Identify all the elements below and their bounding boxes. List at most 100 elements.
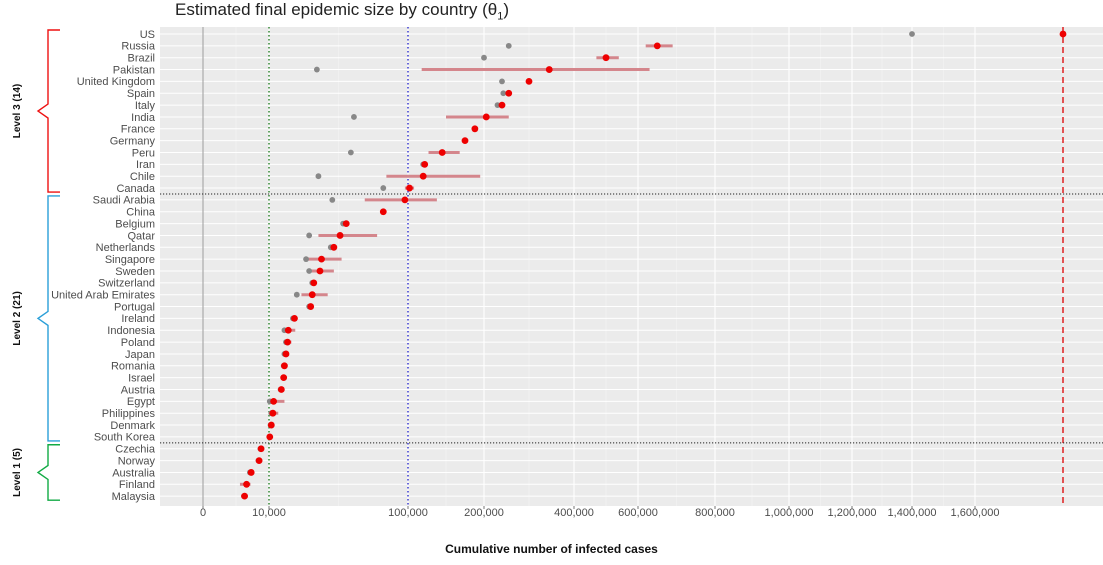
level-brace [38,196,60,441]
level-brace [38,30,60,192]
estimate-point [343,220,350,227]
estimate-point [266,434,273,441]
observed-point [481,55,487,61]
observed-point [348,150,354,156]
country-label: Peru [132,147,155,159]
country-label: Russia [121,41,156,53]
country-label: Netherlands [96,242,156,254]
observed-point [499,79,505,85]
estimate-point [439,149,446,156]
estimate-point [546,66,553,73]
estimate-point [483,114,490,121]
x-tick-label: 1,000,000 [765,507,814,519]
estimate-point [654,42,661,49]
level-label: Level 3 (14) [12,84,23,138]
country-label: Switzerland [98,278,155,290]
estimate-point [402,197,409,204]
observed-point [380,185,386,191]
x-tick-label: 400,000 [554,507,594,519]
country-label: France [121,124,155,136]
estimate-point [284,339,291,346]
country-label: Philippines [102,408,156,420]
estimate-point [471,125,478,132]
estimate-point [420,173,427,180]
country-label: Romania [111,361,156,373]
x-tick-label: 600,000 [618,507,658,519]
estimate-point [307,303,314,310]
x-tick-label: 10,000 [252,507,286,519]
country-label: Pakistan [113,64,155,76]
observed-point [351,114,357,120]
country-label: Spain [127,88,155,100]
country-label: Iran [136,159,155,171]
estimate-point [310,279,317,286]
level-label: Level 2 (21) [12,291,23,345]
country-label: Finland [119,479,155,491]
estimate-point [243,481,250,488]
country-label: Japan [125,349,155,361]
observed-point [306,268,312,274]
observed-point [316,173,322,179]
x-tick-label: 800,000 [695,507,735,519]
x-tick-label: 100,000 [388,507,428,519]
estimate-point [505,90,512,97]
estimate-point [309,291,316,298]
country-label: Malaysia [112,491,156,503]
observed-point [294,292,300,298]
observed-point [329,197,335,203]
estimate-point [380,208,387,215]
x-tick-label: 1,200,000 [828,507,877,519]
estimate-point [317,268,324,275]
estimate-point [406,185,413,192]
estimate-point [268,422,275,429]
country-label: India [131,112,156,124]
estimate-point [337,232,344,239]
country-label: Qatar [127,230,155,242]
country-label: Canada [116,183,155,195]
country-label: Brazil [127,53,155,65]
x-tick-label: 1,600,000 [951,507,1000,519]
level-label: Level 1 (5) [12,448,23,497]
country-label: China [126,207,156,219]
x-tick-label: 200,000 [464,507,504,519]
country-label: Australia [112,467,156,479]
observed-point [314,67,320,73]
estimate-point [421,161,428,168]
country-label: Germany [110,135,156,147]
country-label: United Kingdom [77,76,155,88]
country-label: Israel [128,372,155,384]
country-label: South Korea [94,432,156,444]
estimate-point [281,362,288,369]
country-label: Czechia [115,444,156,456]
country-label: Sweden [115,266,155,278]
estimate-point [1060,31,1067,38]
estimate-point [256,457,263,464]
estimate-point [291,315,298,322]
country-label: Italy [135,100,156,112]
observed-point [306,233,312,239]
estimate-point [258,445,265,452]
estimate-point [278,386,285,393]
estimate-point [269,410,276,417]
country-label: Chile [130,171,155,183]
country-label: Austria [121,384,156,396]
country-label: Poland [121,337,155,349]
country-label: Egypt [127,396,155,408]
estimate-point [280,374,287,381]
estimate-point [330,244,337,251]
estimate-point [499,102,506,109]
observed-point [909,31,915,37]
estimate-point [270,398,277,405]
country-label: Portugal [114,301,155,313]
country-label: Norway [118,455,156,467]
x-tick-label: 1,400,000 [888,507,937,519]
estimate-point [318,256,325,263]
country-label: US [140,29,155,41]
observed-point [506,43,512,49]
estimate-point [283,351,290,358]
estimate-point [462,137,469,144]
estimate-point [603,54,610,61]
country-label: Indonesia [107,325,156,337]
country-label: Denmark [110,420,155,432]
